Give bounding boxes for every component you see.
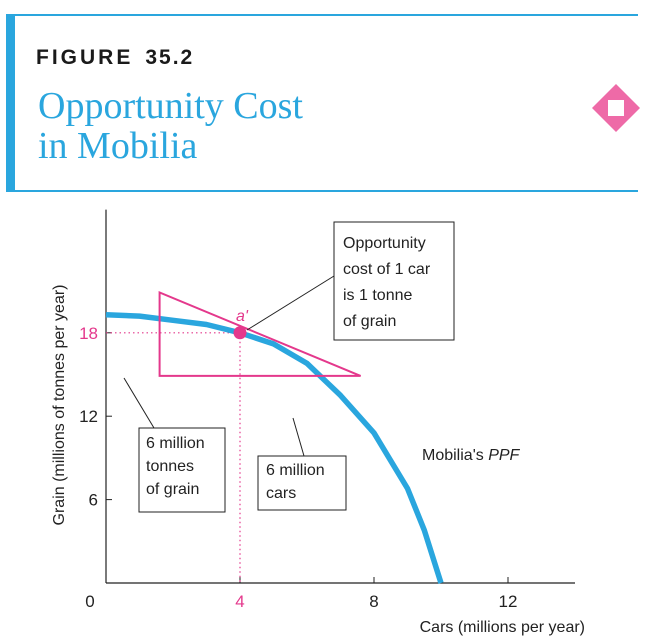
cars-box bbox=[257, 455, 347, 511]
ppf-curve bbox=[105, 311, 444, 584]
y-tick-label: 18 bbox=[79, 324, 98, 343]
x-tick-label: 12 bbox=[499, 592, 518, 611]
opportunity-cost-line: cost of 1 car bbox=[343, 261, 431, 278]
grain-line: tonnes bbox=[146, 458, 194, 475]
y-tick-label: 6 bbox=[89, 491, 98, 510]
grain-line: 6 million bbox=[146, 435, 205, 452]
figure-title: Opportunity Cost in Mobilia bbox=[38, 86, 303, 166]
ppf-label-name: Mobilia's bbox=[422, 447, 488, 464]
accent-bar bbox=[6, 14, 15, 192]
bottom-rule bbox=[15, 190, 638, 192]
opportunity-cost-line: is 1 tonne bbox=[343, 287, 412, 304]
cars-box-leader bbox=[292, 417, 305, 457]
grain-line: of grain bbox=[146, 481, 199, 498]
chart-axes: 0 4 8 12 6 12 18 bbox=[79, 209, 575, 611]
x-axis-label: Cars (millions per year) bbox=[420, 619, 585, 636]
chart-labels: Cars (millions per year) Grain (millions … bbox=[51, 285, 585, 636]
y-axis-label: Grain (millions of tonnes per year) bbox=[51, 285, 68, 526]
figure-label-word: FIGURE bbox=[36, 46, 134, 69]
chart-callouts: Opportunity cost of 1 car is 1 tonne of gra… bbox=[123, 221, 455, 513]
diamond-icon bbox=[592, 84, 640, 132]
figure-title-line1: Opportunity Cost bbox=[38, 85, 303, 127]
origin-label: 0 bbox=[85, 592, 94, 611]
x-tick-label: 8 bbox=[369, 592, 378, 611]
figure-number: 35.2 bbox=[145, 46, 195, 69]
opportunity-triangle bbox=[158, 291, 361, 377]
ppf-chart: 0 4 8 12 6 12 18 Cars (millions per year) Grain… bbox=[51, 209, 585, 636]
top-rule bbox=[15, 14, 638, 16]
cars-line: 6 million bbox=[266, 462, 325, 479]
figure-label: FIGURE 35.2 bbox=[36, 46, 194, 70]
opportunity-cost-line: of grain bbox=[343, 313, 396, 330]
point-a-prime-label: a' bbox=[236, 308, 249, 325]
opportunity-cost-line: Opportunity bbox=[343, 235, 426, 252]
ppf-label-italic: PPF bbox=[488, 447, 520, 464]
figure-header: FIGURE 35.2 Opportunity Cost in Mobilia bbox=[0, 0, 656, 200]
y-tick-label: 12 bbox=[79, 407, 98, 426]
grain-box-leader bbox=[123, 377, 155, 429]
opportunity-cost-leader bbox=[246, 275, 335, 331]
ppf-label: Mobilia's PPF bbox=[422, 447, 521, 464]
point-a-prime bbox=[233, 326, 247, 340]
x-tick-label: 4 bbox=[235, 592, 244, 611]
figure-title-line2: in Mobilia bbox=[38, 125, 198, 167]
chart-guides bbox=[106, 332, 241, 583]
opportunity-cost-box bbox=[333, 221, 455, 341]
chart-marks bbox=[105, 291, 444, 584]
cars-line: cars bbox=[266, 485, 296, 502]
grain-box bbox=[138, 427, 226, 513]
